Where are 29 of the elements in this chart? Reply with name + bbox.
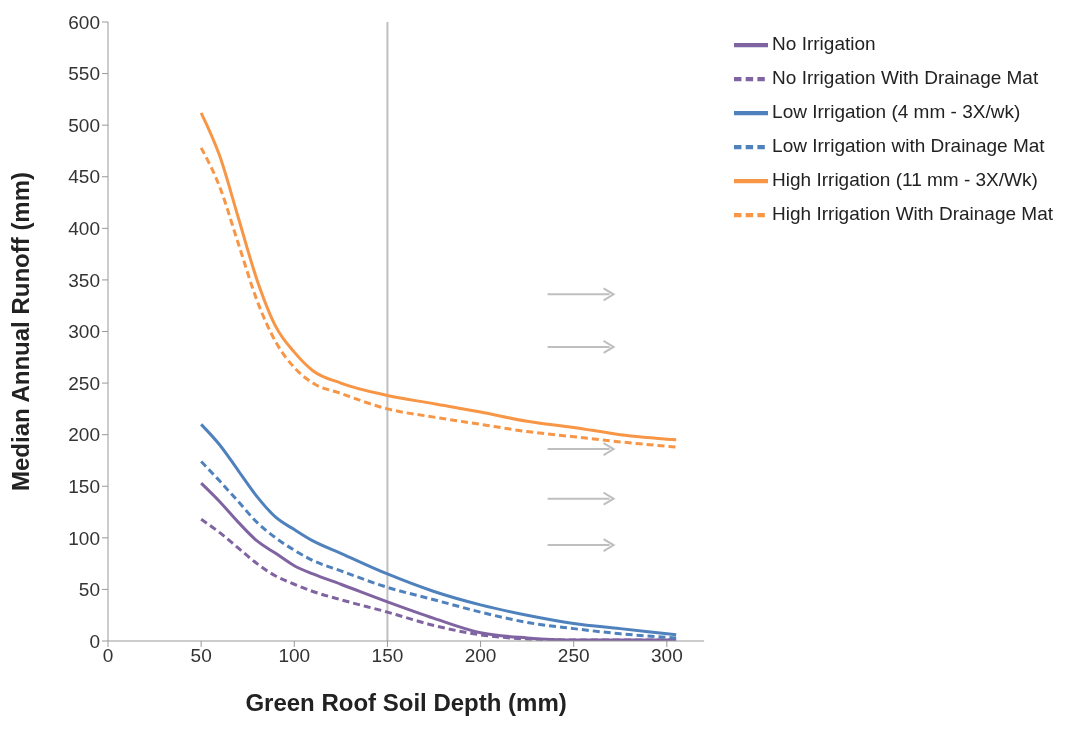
x-tick-label: 150 bbox=[371, 645, 404, 667]
y-tick-label: 0 bbox=[89, 630, 100, 652]
x-tick-label: 100 bbox=[278, 645, 311, 667]
y-tick-label: 400 bbox=[68, 218, 100, 240]
y-tick-label: 350 bbox=[68, 269, 100, 291]
x-tick-label: 50 bbox=[190, 645, 212, 667]
legend-label: High Irrigation With Drainage Mat bbox=[772, 203, 1053, 225]
y-tick-label: 150 bbox=[68, 475, 100, 497]
y-tick-label: 450 bbox=[68, 166, 100, 188]
legend-label: Low Irrigation with Drainage Mat bbox=[772, 135, 1045, 157]
y-tick-label: 100 bbox=[68, 527, 100, 549]
x-tick-label: 200 bbox=[464, 645, 497, 667]
y-tick-label: 600 bbox=[68, 11, 100, 33]
y-tick-label: 50 bbox=[78, 579, 100, 601]
x-tick-label: 300 bbox=[651, 645, 683, 667]
x-tick-label: 0 bbox=[102, 645, 114, 667]
y-tick-label: 500 bbox=[68, 114, 100, 136]
y-tick-label: 300 bbox=[68, 321, 100, 343]
y-tick-label: 250 bbox=[68, 372, 100, 394]
x-tick-label: 250 bbox=[557, 645, 590, 667]
legend-label: High Irrigation (11 mm - 3X/Wk) bbox=[772, 169, 1038, 191]
x-axis-title: Green Roof Soil Depth (mm) bbox=[245, 689, 567, 716]
legend-label: No Irrigation bbox=[772, 33, 876, 55]
y-axis-title: Median Annual Runoff (mm) bbox=[6, 171, 34, 492]
legend-label: No Irrigation With Drainage Mat bbox=[772, 67, 1039, 89]
y-tick-label: 200 bbox=[68, 424, 100, 446]
legend-label: Low Irrigation (4 mm - 3X/wk) bbox=[772, 101, 1021, 123]
y-tick-label: 550 bbox=[68, 63, 100, 85]
line-series bbox=[199, 422, 678, 637]
